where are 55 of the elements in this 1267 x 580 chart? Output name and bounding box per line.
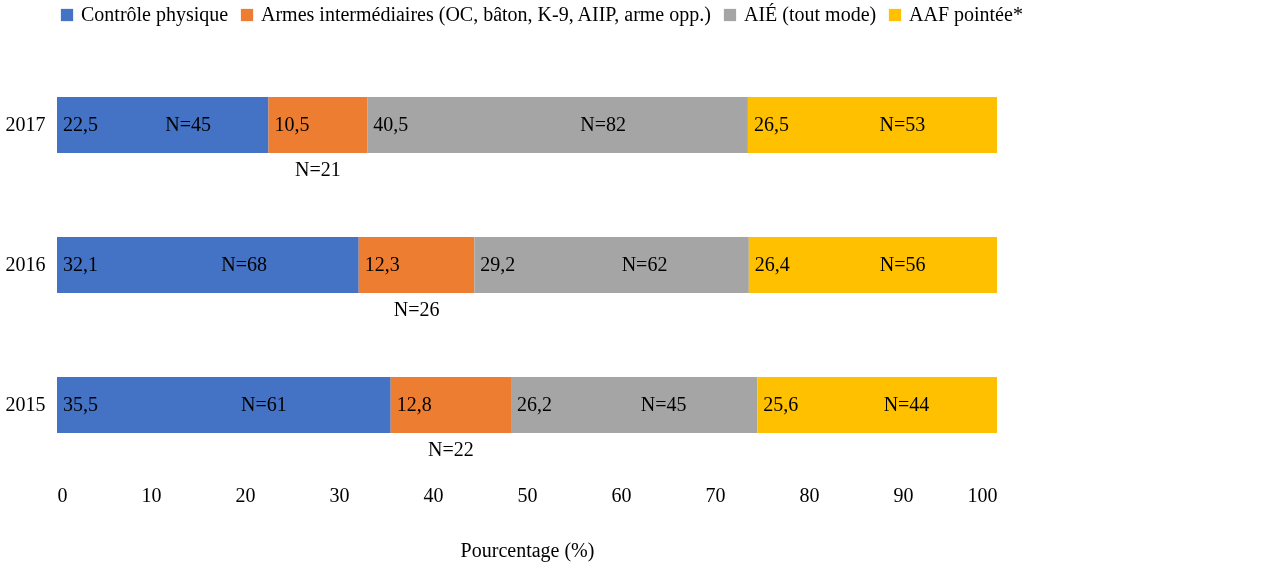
data-label: 12,3 [364, 253, 400, 275]
annotation: N=62 [621, 253, 668, 275]
x-tick-label: 10 [141, 483, 162, 506]
data-label: 22,5 [63, 113, 98, 135]
data-label: 10,5 [274, 113, 310, 135]
bar [747, 97, 997, 153]
x-tick-label: 100 [967, 483, 998, 506]
bar [748, 237, 997, 293]
x-tick-label: 80 [799, 483, 820, 506]
bar [57, 97, 269, 153]
annotation: N=44 [883, 393, 930, 415]
legend-label: Contrôle physique [81, 3, 229, 26]
data-label: 26,5 [753, 113, 789, 135]
x-tick-label: 70 [705, 483, 726, 506]
x-tick-label: 0 [57, 483, 68, 506]
bar [268, 97, 368, 153]
x-tick-label: 50 [517, 483, 538, 506]
y-tick-label: 2016 [5, 253, 46, 275]
bar [57, 377, 391, 433]
annotation: N=61 [241, 393, 287, 415]
annotation: N=26 [393, 298, 440, 320]
data-label: 29,2 [480, 253, 516, 275]
data-label: 35,5 [63, 393, 98, 415]
annotation: N=56 [879, 253, 926, 275]
legend-label: AAF pointée* [909, 3, 1023, 26]
annotation: N=22 [427, 438, 474, 460]
annotation: N=53 [879, 113, 926, 135]
x-axis-title: Pourcentage (%) [460, 538, 595, 562]
bar [358, 237, 475, 293]
bar [757, 377, 997, 433]
data-label: 26,4 [754, 253, 790, 275]
data-label: 32,1 [63, 253, 98, 275]
bar [390, 377, 512, 433]
x-tick-label: 30 [329, 483, 350, 506]
annotation: N=45 [640, 393, 687, 415]
annotation: N=68 [221, 253, 267, 275]
annotation: N=82 [580, 113, 627, 135]
y-tick-label: 2017 [5, 113, 46, 135]
bar [57, 237, 359, 293]
x-tick-label: 20 [235, 483, 256, 506]
legend-label: Armes intermédiaires (OC, bâton, K-9, AIIP, arme opp.) [261, 3, 711, 26]
data-label: 25,6 [763, 393, 799, 415]
legend-label: AIÉ (tout mode) [744, 3, 877, 26]
annotation: N=21 [294, 158, 341, 180]
y-tick-label: 2015 [5, 393, 46, 415]
bar [474, 237, 749, 293]
x-tick-label: 90 [893, 483, 914, 506]
x-tick-label: 60 [611, 483, 632, 506]
bar [511, 377, 758, 433]
annotation: N=45 [165, 113, 211, 135]
bar [367, 97, 748, 153]
data-label: 12,8 [396, 393, 432, 415]
data-label: 26,2 [517, 393, 553, 415]
x-tick-label: 40 [423, 483, 444, 506]
data-label: 40,5 [373, 113, 409, 135]
